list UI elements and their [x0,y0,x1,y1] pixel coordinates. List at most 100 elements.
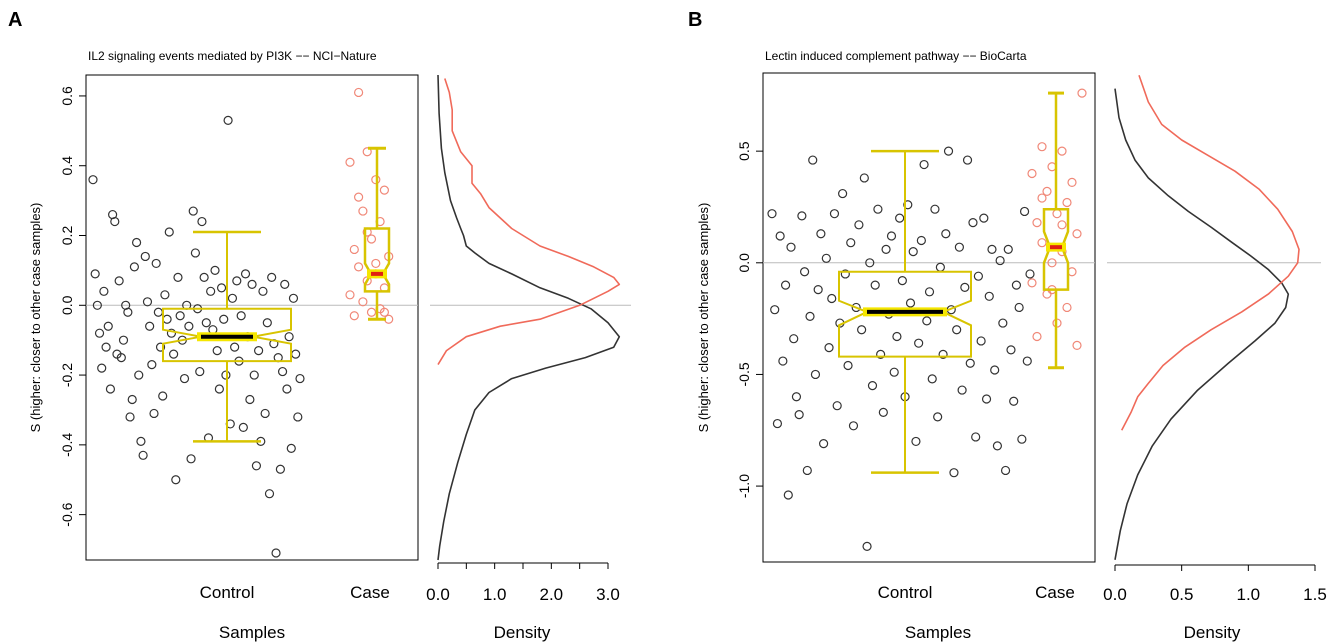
control-point [1000,465,1011,476]
case-point [366,307,377,317]
control-point [805,311,815,321]
control-point [90,269,100,279]
control-point [818,439,829,449]
control-point [976,336,986,346]
plot-frame [85,74,419,561]
control-point [957,385,967,395]
control-point [783,490,793,500]
control-point [897,276,907,286]
control-point [212,346,222,356]
control-point [933,412,943,422]
case-point [1072,229,1082,239]
control-point [1003,244,1013,254]
control-point [865,258,875,268]
case-point [1037,238,1047,248]
control-point [824,343,834,353]
control-point [829,209,840,219]
control-point [968,218,978,228]
control-point [155,342,166,352]
control-point [935,262,945,272]
control-point [881,244,891,254]
case-point [1062,302,1072,313]
y-tick-label: 0.5 [736,141,752,161]
control-point [134,370,144,380]
category-label-control: Control [878,583,933,602]
case-point [1057,146,1067,156]
control-point [859,173,869,183]
case-point [354,192,364,202]
control-point [770,305,780,315]
control-point [221,370,231,380]
case-point [1047,258,1057,268]
control-point [216,283,227,293]
control-point [138,450,148,460]
control-point [151,258,161,269]
case-point [371,258,381,269]
control-point [962,155,973,165]
control-point [1014,302,1024,313]
x-axis-label: Samples [219,623,285,642]
control-point [775,231,785,241]
control-point [282,384,292,394]
control-point [949,468,959,478]
control-point [938,349,948,359]
case-point [1037,193,1047,203]
case-point [1052,209,1062,219]
control-point [905,298,916,308]
control-point [210,265,220,275]
control-point [821,253,831,263]
control-point [767,209,777,219]
control-point [895,213,905,223]
case-point [1062,197,1072,208]
control-point [254,346,264,356]
control-point [930,204,940,214]
control-point [916,235,926,246]
density-axis-label: Density [1184,623,1241,642]
control-point [230,342,240,352]
case-point [1057,220,1067,230]
control-point [125,412,135,422]
density-x-tick-label: 0.5 [1170,585,1194,604]
control-point [927,374,937,384]
control-point [827,293,837,304]
y-axis-label: S (higher: closer to other case samples) [28,203,43,433]
case-point [345,290,355,300]
control-point [140,251,150,262]
y-tick-label: 0.6 [59,86,75,106]
control-point [260,408,270,419]
control-point [1011,280,1022,290]
control-point [197,216,207,227]
control-point [227,293,238,303]
control-point [92,300,102,310]
control-point [214,384,224,394]
control-point [802,465,812,476]
control-point [240,269,251,279]
control-point [280,279,290,289]
case-point [349,311,359,321]
case-point [1067,177,1077,188]
control-point [794,410,804,420]
y-tick-label: -0.5 [736,362,752,386]
control-box [162,307,292,363]
case-point [1032,218,1042,228]
control-point [987,244,997,254]
control-point [973,271,984,281]
y-tick-label: 0.2 [59,226,75,246]
control-point [190,248,201,258]
control-point [816,229,826,239]
control-point [131,237,142,248]
control-point [245,394,255,405]
case-point [379,185,389,195]
y-tick-label: -1.0 [736,474,752,498]
control-point [105,384,116,394]
control-density-curve [1114,88,1290,560]
plot-frame [762,72,1096,563]
control-point [810,369,821,380]
category-label-control: Control [200,583,255,602]
control-point [264,489,275,499]
control-point [238,422,248,433]
control-point [791,392,802,402]
control-point [293,412,303,422]
panel-label: A [8,9,22,31]
